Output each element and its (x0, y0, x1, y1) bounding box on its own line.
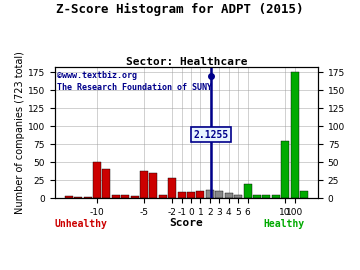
Bar (159, 195, 167, 198)
Bar (225, 193, 233, 198)
Bar (300, 191, 308, 198)
Bar (112, 195, 120, 198)
Bar (291, 72, 298, 198)
X-axis label: Score: Score (170, 218, 203, 228)
Bar (187, 193, 195, 198)
Bar (84, 197, 92, 198)
Bar (131, 196, 139, 198)
Bar (272, 195, 280, 198)
Text: Z-Score Histogram for ADPT (2015): Z-Score Histogram for ADPT (2015) (56, 3, 304, 16)
Bar (93, 162, 101, 198)
Bar (65, 196, 73, 198)
Bar (168, 178, 176, 198)
Bar (234, 195, 242, 198)
Text: ©www.textbiz.org: ©www.textbiz.org (57, 71, 138, 80)
Bar (215, 191, 223, 198)
Y-axis label: Number of companies (723 total): Number of companies (723 total) (15, 51, 25, 214)
Bar (281, 141, 289, 198)
Bar (253, 195, 261, 198)
Bar (140, 171, 148, 198)
Text: 2.1255: 2.1255 (193, 130, 229, 140)
Bar (262, 195, 270, 198)
Bar (178, 193, 186, 198)
Bar (243, 184, 252, 198)
Text: Unhealthy: Unhealthy (55, 219, 108, 229)
Text: Healthy: Healthy (263, 219, 304, 229)
Bar (197, 191, 204, 198)
Bar (103, 170, 111, 198)
Bar (206, 190, 214, 198)
Title: Sector: Healthcare: Sector: Healthcare (126, 57, 247, 67)
Bar (149, 173, 157, 198)
Bar (121, 195, 129, 198)
Text: The Research Foundation of SUNY: The Research Foundation of SUNY (57, 83, 212, 92)
Bar (74, 197, 82, 198)
